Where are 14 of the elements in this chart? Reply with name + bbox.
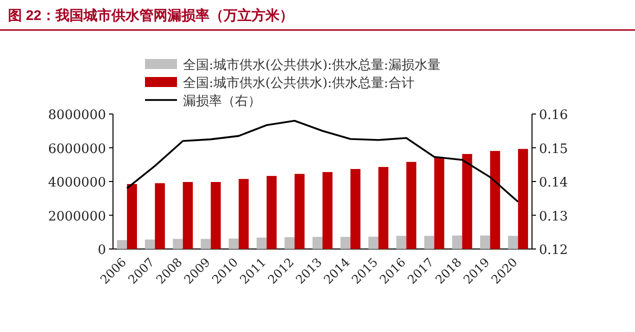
title: 图 22：我国城市供水管网漏损率（万立方米） — [8, 7, 294, 23]
y2tick: 0.13 — [539, 209, 568, 224]
legend-label: 漏损率（右） — [183, 94, 261, 109]
ytick: 4000000 — [48, 176, 106, 190]
y2tick: 0.12 — [539, 243, 568, 258]
ytick: 0 — [98, 243, 106, 258]
legend-label: 全国:城市供水(公共供水):供水总量:合计 — [183, 76, 414, 91]
ytick: 6000000 — [48, 142, 106, 157]
y2tick: 0.14 — [539, 176, 568, 190]
legend-label: 全国:城市供水(公共供水):供水总量:漏损水量 — [183, 58, 440, 73]
ytick: 8000000 — [48, 108, 106, 123]
ytick: 2000000 — [48, 209, 106, 224]
y2tick: 0.16 — [539, 108, 568, 123]
y2tick: 0.15 — [539, 142, 568, 157]
